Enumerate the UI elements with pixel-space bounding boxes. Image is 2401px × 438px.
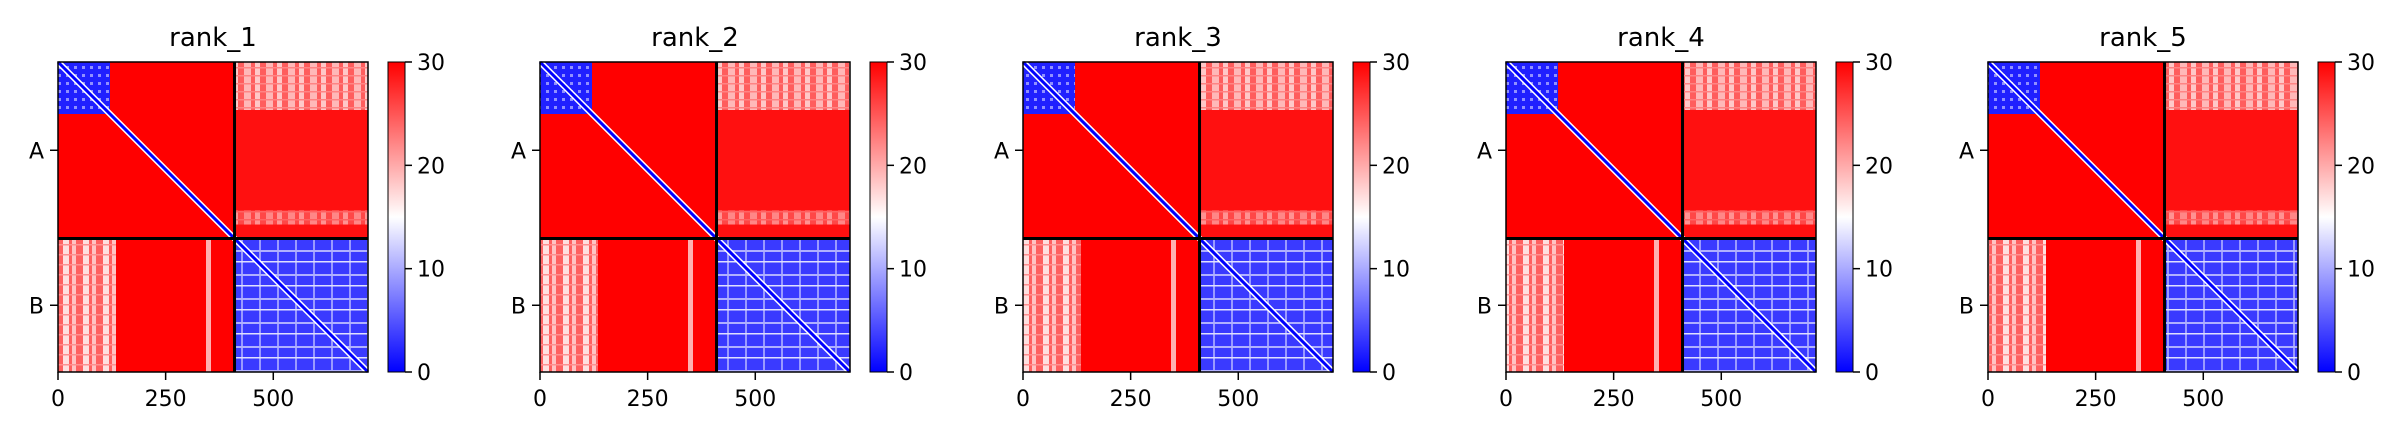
x-tick-label: 0 — [533, 387, 547, 412]
colorbar-tick-label: 20 — [2347, 154, 2375, 179]
block-b-a-texture — [1506, 238, 1564, 372]
colorbar-tick-label: 30 — [1865, 51, 1893, 76]
heatmap-frame — [539, 61, 851, 373]
colorbar-tick-label: 20 — [417, 154, 445, 179]
colorbar-tick-label: 20 — [1865, 154, 1893, 179]
block-a-b-band — [1199, 210, 1333, 225]
heatmap-panel-5: rank_5 0 250 500 A B 0 10 20 30 — [1959, 23, 2375, 412]
block-a-b-texture — [2164, 62, 2298, 110]
block-a-b-band — [234, 210, 368, 225]
block-b-a-texture — [58, 238, 116, 372]
x-tick-label: 0 — [1016, 387, 1030, 412]
panel-title: rank_1 — [169, 23, 257, 53]
colorbar-tick-label: 0 — [899, 361, 913, 386]
colorbar-tick-label: 10 — [899, 258, 927, 283]
colorbar-tick-label: 0 — [2347, 361, 2361, 386]
x-tick-label: 500 — [2182, 387, 2224, 412]
block-b-a-streak — [1171, 238, 1176, 372]
y-tick-label: B — [1959, 294, 1974, 319]
heatmap-panel-4: rank_4 0 250 500 A B 0 10 20 30 — [1477, 23, 1893, 412]
block-b-a-streak — [2136, 238, 2141, 372]
heatmap-panel-3: rank_3 0 250 500 A B 0 10 20 30 — [994, 23, 1410, 412]
block-a-b-texture — [1682, 62, 1816, 110]
colorbar-tick-label: 0 — [417, 361, 431, 386]
colorbar — [387, 61, 406, 373]
colorbar-tick-label: 20 — [899, 154, 927, 179]
y-tick-label: A — [1959, 139, 1974, 164]
block-a-b-texture — [716, 62, 850, 110]
y-tick-label: B — [511, 294, 526, 319]
colorbar — [1352, 61, 1371, 373]
diagonal — [1986, 60, 2300, 374]
x-tick-label: 250 — [1110, 387, 1152, 412]
colorbar-tick-label: 10 — [2347, 258, 2375, 283]
x-tick-label: 250 — [2075, 387, 2117, 412]
block-a-b-texture — [1199, 62, 1333, 110]
colorbar-tick-label: 30 — [899, 51, 927, 76]
block-b-a-streak — [206, 238, 211, 372]
colorbar-tick-label: 30 — [417, 51, 445, 76]
colorbar-tick-label: 10 — [1865, 258, 1893, 283]
diagonal — [56, 60, 370, 374]
colorbar-tick-label: 10 — [1382, 258, 1410, 283]
block-b-a-texture — [540, 238, 598, 372]
y-tick-label: B — [1477, 294, 1492, 319]
colorbar-tick-label: 10 — [417, 258, 445, 283]
x-tick-label: 250 — [627, 387, 669, 412]
diagonal — [1504, 60, 1818, 374]
block-b-a-streak — [688, 238, 693, 372]
colorbar — [1835, 61, 1854, 373]
heatmap-frame — [57, 61, 369, 373]
block-a-b-band — [716, 210, 850, 225]
x-tick-label: 250 — [1593, 387, 1635, 412]
block-a-b-band — [2164, 210, 2298, 225]
panel-title: rank_5 — [2099, 23, 2187, 53]
y-tick-label: A — [994, 139, 1009, 164]
panel-title: rank_4 — [1617, 23, 1705, 53]
heatmap-frame — [1987, 61, 2299, 373]
y-tick-label: B — [994, 294, 1009, 319]
y-tick-label: A — [29, 139, 44, 164]
block-a-b-texture — [234, 62, 368, 110]
heatmap-frame — [1505, 61, 1817, 373]
diagonal — [538, 60, 852, 374]
heatmap-panel-2: rank_2 0 250 500 A B 0 10 20 30 — [511, 23, 927, 412]
x-tick-label: 0 — [1981, 387, 1995, 412]
panel-title: rank_2 — [651, 23, 739, 53]
x-tick-label: 500 — [252, 387, 294, 412]
x-tick-label: 500 — [1700, 387, 1742, 412]
block-b-a-texture — [1023, 238, 1081, 372]
x-tick-label: 0 — [51, 387, 65, 412]
heatmap-frame — [1022, 61, 1334, 373]
block-a-b-band — [1682, 210, 1816, 225]
colorbar — [869, 61, 888, 373]
colorbar-tick-label: 30 — [1382, 51, 1410, 76]
y-tick-label: A — [511, 139, 526, 164]
x-tick-label: 500 — [1217, 387, 1259, 412]
block-b-a-texture — [1988, 238, 2046, 372]
x-tick-label: 500 — [734, 387, 776, 412]
colorbar-tick-label: 20 — [1382, 154, 1410, 179]
x-tick-label: 250 — [145, 387, 187, 412]
heatmap-panel-1: rank_1 0 250 500 A B 0 10 20 30 — [29, 23, 445, 412]
colorbar — [2317, 61, 2336, 373]
y-tick-label: A — [1477, 139, 1492, 164]
y-tick-label: B — [29, 294, 44, 319]
colorbar-tick-label: 0 — [1382, 361, 1396, 386]
panel-title: rank_3 — [1134, 23, 1222, 53]
x-tick-label: 0 — [1499, 387, 1513, 412]
colorbar-tick-label: 30 — [2347, 51, 2375, 76]
colorbar-tick-label: 0 — [1865, 361, 1879, 386]
block-b-a-streak — [1654, 238, 1659, 372]
diagonal — [1021, 60, 1335, 374]
